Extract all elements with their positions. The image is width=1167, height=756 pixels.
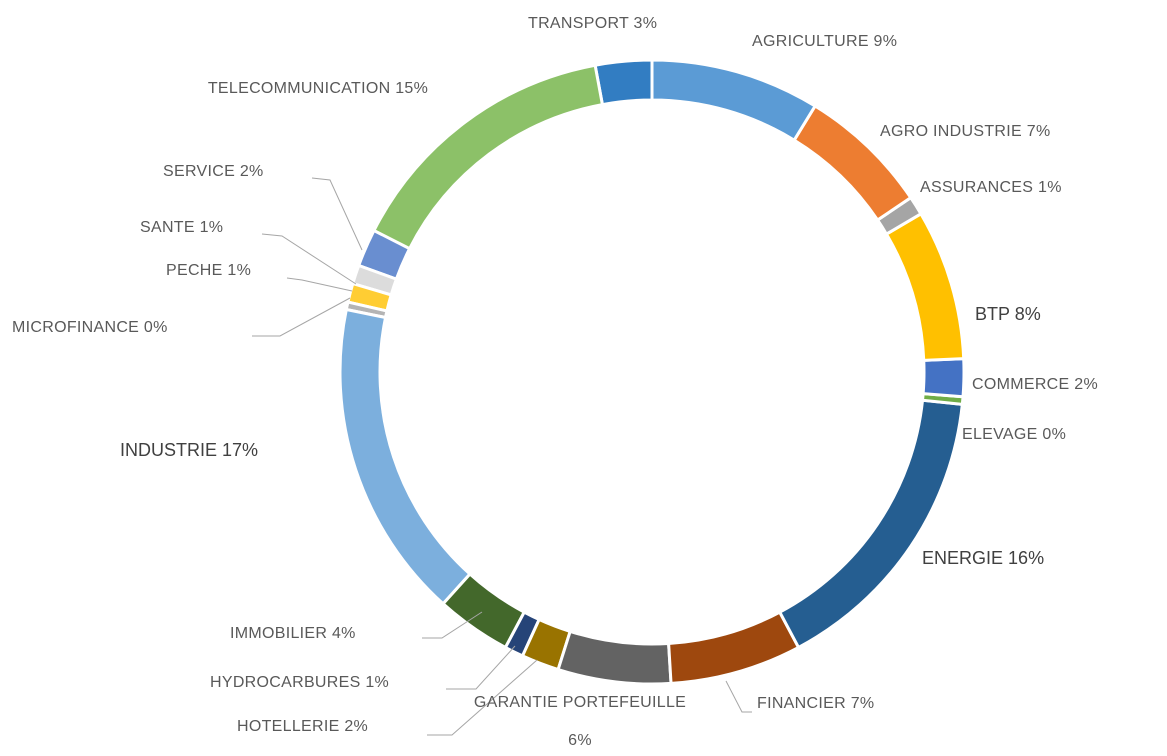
slice-label: COMMERCE 2% bbox=[972, 367, 1098, 403]
slice-label: TELECOMMUNICATION 15% bbox=[178, 70, 458, 108]
label-text: PECHE bbox=[166, 262, 223, 279]
label-text: 1% bbox=[365, 674, 390, 691]
slice bbox=[884, 211, 966, 362]
label-text: 0% bbox=[143, 319, 168, 336]
label-text: 8% bbox=[1014, 304, 1041, 324]
slice bbox=[520, 617, 573, 672]
slice-label: TRANSPORT 3% bbox=[528, 6, 657, 42]
label-text: 6% bbox=[568, 732, 592, 749]
leader-line bbox=[725, 680, 752, 713]
label-text: HYDROCARBURES bbox=[210, 674, 361, 691]
label-text: AGRICULTURE bbox=[752, 33, 869, 50]
label-text: 4% bbox=[331, 625, 356, 642]
label-text: INDUSTRIE bbox=[120, 440, 218, 460]
slice-label: AGRO INDUSTRIE 7% bbox=[880, 114, 1050, 150]
label-text: 7% bbox=[850, 695, 875, 712]
slice-label: MICROFINANCE 0% bbox=[12, 310, 168, 346]
slice bbox=[338, 307, 473, 606]
slice bbox=[371, 63, 605, 251]
label-text: TRANSPORT bbox=[528, 15, 629, 32]
label-text: 2% bbox=[239, 163, 264, 180]
label-text: 15% bbox=[395, 80, 429, 97]
label-text: TELECOMMUNICATION bbox=[207, 80, 391, 97]
slice-label: SANTE 1% bbox=[140, 210, 223, 246]
slice bbox=[777, 398, 964, 650]
label-text: BTP bbox=[975, 304, 1010, 324]
label-text: HOTELLERIE bbox=[237, 718, 340, 735]
label-text: 17% bbox=[222, 440, 259, 460]
slice bbox=[356, 228, 412, 282]
slice-label: ENERGIE 16% bbox=[922, 540, 1044, 576]
slice-label: SERVICE 2% bbox=[163, 154, 264, 190]
label-text: ELEVAGE bbox=[962, 426, 1038, 443]
slice-label: INDUSTRIE 17% bbox=[120, 432, 258, 468]
label-text: 0% bbox=[1042, 426, 1067, 443]
slice bbox=[921, 357, 966, 399]
leader-line bbox=[311, 177, 363, 251]
label-text: 3% bbox=[633, 15, 658, 32]
slice-label: BTP 8% bbox=[975, 296, 1041, 332]
label-text: 1% bbox=[199, 219, 224, 236]
label-text: ASSURANCES bbox=[920, 179, 1034, 196]
label-text: SANTE bbox=[140, 219, 195, 236]
label-text: IMMOBILIER bbox=[230, 625, 328, 642]
label-text: 7% bbox=[1026, 123, 1051, 140]
label-text: 2% bbox=[1074, 376, 1098, 393]
leader-line bbox=[422, 611, 483, 639]
slice bbox=[441, 571, 527, 650]
label-text: 1% bbox=[227, 262, 252, 279]
slice-label: AGRICULTURE 9% bbox=[752, 24, 897, 60]
label-text: 9% bbox=[873, 33, 898, 50]
slice-label: GARANTIE PORTEFEUILLE 6% bbox=[470, 684, 690, 756]
leader-line bbox=[286, 277, 353, 292]
label-text: MICROFINANCE bbox=[12, 319, 140, 336]
slice-label: PECHE 1% bbox=[166, 253, 251, 289]
slice bbox=[650, 58, 818, 143]
slice-label: HOTELLERIE 2% bbox=[237, 709, 368, 745]
slice bbox=[667, 610, 801, 686]
slice-label: FINANCIER 7% bbox=[757, 686, 874, 722]
label-text: 1% bbox=[1038, 179, 1062, 196]
slice bbox=[792, 103, 913, 223]
leader-line bbox=[261, 233, 357, 285]
slice-label: ELEVAGE 0% bbox=[962, 417, 1066, 453]
label-text: 2% bbox=[344, 718, 369, 735]
label-text: 16% bbox=[1008, 548, 1045, 568]
slice-label: ASSURANCES 1% bbox=[920, 170, 1062, 206]
leader-line bbox=[252, 297, 351, 337]
slice bbox=[556, 629, 673, 686]
label-text: SERVICE bbox=[163, 163, 236, 180]
label-text: ENERGIE bbox=[922, 548, 1004, 568]
label-text: AGRO INDUSTRIE bbox=[880, 123, 1022, 140]
slice bbox=[593, 58, 654, 107]
slice-label: HYDROCARBURES 1% bbox=[210, 665, 389, 701]
label-text: FINANCIER bbox=[757, 695, 846, 712]
slice-label: IMMOBILIER 4% bbox=[230, 616, 356, 652]
label-text: GARANTIE PORTEFEUILLE bbox=[473, 694, 687, 711]
leader-line bbox=[446, 645, 516, 690]
label-text: COMMERCE bbox=[972, 376, 1070, 393]
leader-line bbox=[427, 659, 538, 736]
